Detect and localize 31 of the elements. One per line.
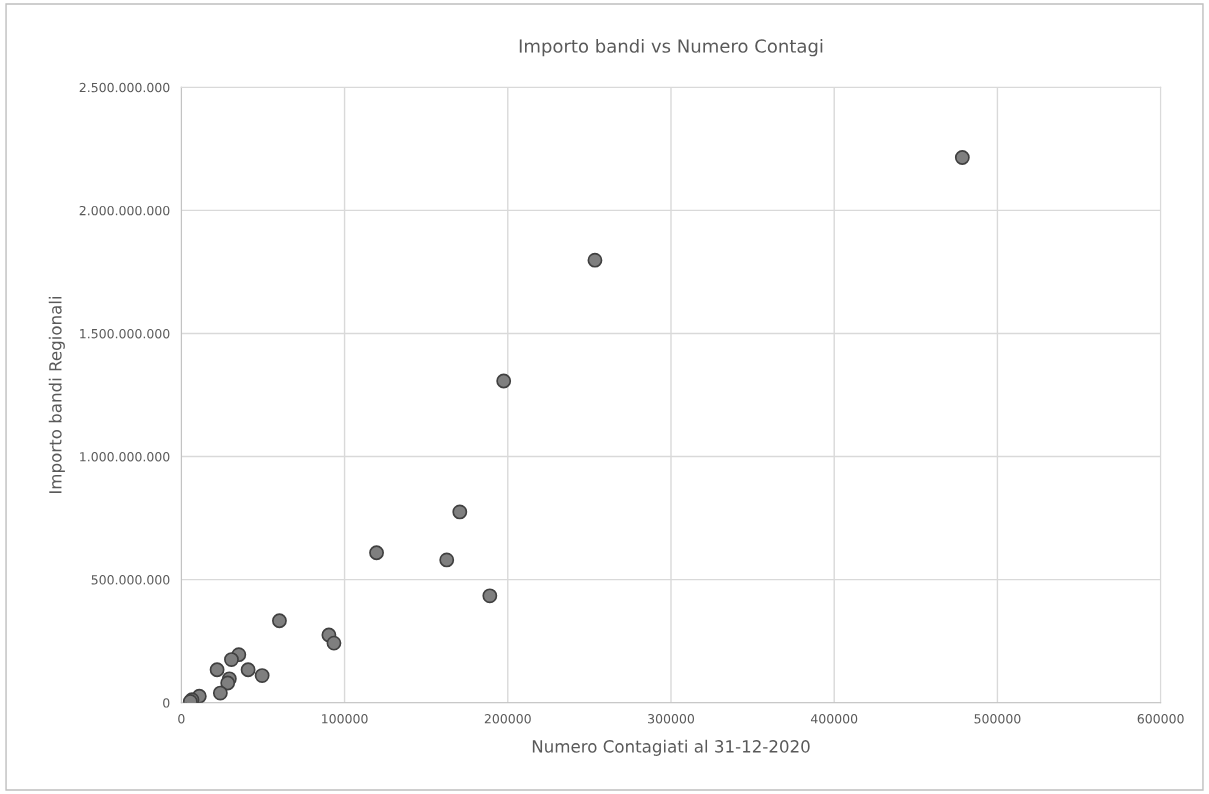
x-tick-label: 500000 [974,714,1021,724]
point [272,613,287,629]
point [212,685,228,701]
y-tick-label: 1.000.000.000 [80,452,170,462]
point [482,588,498,604]
x-tick-label: 100000 [322,714,368,724]
point [326,635,342,651]
point [220,675,236,691]
point [439,552,455,568]
y-tick-label: 2.500.000.000 [79,82,170,93]
x-tick-label: 200000 [484,714,531,724]
point [587,252,603,268]
point [954,150,970,165]
x-tick-label: 0 [178,714,185,724]
point [452,504,468,520]
point [496,373,512,389]
chart-title: Importo bandi vs Numero Contagi [519,38,823,57]
point [369,545,384,561]
point [224,652,239,668]
y-tick-label: 1.500.000.000 [80,328,170,339]
y-axis-title: Importo bandi Regionali [48,296,65,493]
y-tick-label: 2.000.000.000 [79,205,170,216]
x-tick-label: 600000 [1137,714,1184,724]
point [209,662,225,678]
x-tick-label: 400000 [810,714,858,724]
point [254,668,270,684]
y-tick-label: 0 [163,698,170,708]
y-tick-label: 500.000.000 [91,575,170,585]
x-axis-title: Numero Contagiati al 31-12-2020 [532,739,810,756]
point [240,662,256,678]
x-tick-label: 300000 [648,714,695,724]
